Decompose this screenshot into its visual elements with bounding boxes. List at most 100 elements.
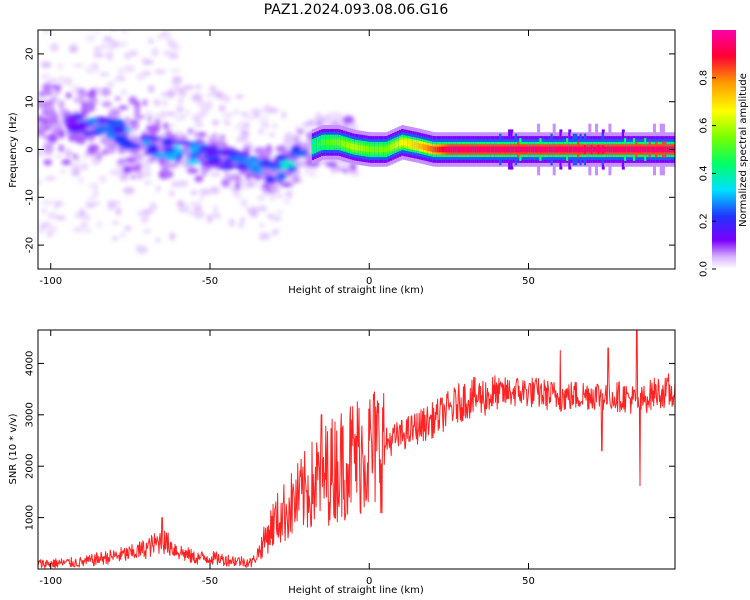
spectrogram-speckle [315, 112, 322, 122]
spectrogram-band-cell [327, 139, 331, 146]
spectrogram-speckle [116, 67, 126, 76]
snr-y-tick-label: 4000 [25, 351, 36, 376]
spectrogram-speckle [275, 210, 284, 215]
spectrogram-speckle [178, 99, 183, 103]
spectrogram-band-cell [412, 141, 416, 148]
spectrogram-x-tick-label: -50 [202, 276, 218, 287]
spectrogram-speckle [169, 232, 175, 241]
spectrogram-band-cell [666, 146, 670, 153]
spectrogram-blob [292, 176, 299, 183]
spectrogram-speckle [250, 108, 262, 114]
spectrogram-speckle [155, 237, 161, 243]
spectrogram-speckle [129, 50, 138, 57]
snr-y-tick-label: 3000 [25, 402, 36, 427]
spectrogram-band-cell [421, 143, 425, 150]
spectrogram-speckle [93, 52, 105, 58]
spectrogram-band-cell [586, 146, 590, 153]
spectrogram-ridge-highlight [286, 165, 298, 173]
spectrogram-speckle [268, 132, 276, 137]
spectrogram-band-cell [657, 146, 661, 153]
spectrogram-speckle [240, 112, 250, 116]
spectrogram-ridge-highlight [196, 148, 205, 153]
spectrogram-band-cell [360, 145, 364, 152]
spectrogram-speckle [237, 223, 245, 228]
spectrogram-blob [296, 128, 305, 135]
spectrogram-band-cell [334, 139, 338, 146]
spectrogram-blob [78, 89, 86, 95]
spectrogram-band-cell [416, 142, 420, 149]
spectrogram-band-cell [568, 146, 572, 153]
spectrogram-band-cell [532, 146, 536, 153]
spectrogram-band-cell [396, 141, 400, 148]
spectrogram-x-ticks: -100 -50 0 50 [39, 30, 535, 287]
spectrogram-y-ticks: -20 -10 0 10 20 [25, 48, 675, 253]
spectrogram-ridge-highlight [215, 164, 235, 169]
spectrogram-band-cell [356, 144, 360, 151]
spectrogram-speckle [233, 126, 242, 130]
spectrogram-blob [349, 163, 357, 172]
spectrogram-band-cell [619, 146, 623, 153]
snr-x-ticks: -100 -50 0 50 [39, 330, 535, 587]
colorbar-tick-label: 0.4 [699, 165, 710, 181]
spectrogram-blob [41, 83, 53, 90]
spectrogram-speckle [199, 194, 204, 203]
spectrogram-speckle [235, 137, 248, 143]
spectrogram-band-cell [441, 146, 445, 153]
spectrogram-speckle [257, 196, 265, 200]
spectrogram-blob [235, 180, 240, 191]
spectrogram-band-cell [543, 146, 547, 153]
spectrogram-blob [88, 102, 95, 113]
spectrogram-band-cell [503, 146, 507, 153]
spectrogram-speckle [93, 46, 102, 52]
spectrogram-band-cell [454, 146, 458, 153]
spectrogram-ridge-highlight [222, 158, 233, 164]
spectrogram-speckle [71, 12, 82, 17]
spectrogram-band-cell [505, 146, 509, 153]
spectrogram-blob [130, 164, 138, 171]
spectrogram-band-cell [639, 146, 643, 153]
spectrogram-blob [124, 157, 137, 164]
spectrogram-ridge-highlight [113, 134, 128, 144]
spectrogram-speckle [56, 76, 68, 85]
spectrogram-band-cell [325, 139, 329, 146]
spectrogram-speckle [46, 224, 57, 234]
spectrogram-ridge-highlight [70, 122, 88, 131]
spectrogram-ridge-highlight [190, 141, 199, 147]
spectrogram-speckle [121, 89, 127, 95]
spectrogram-y-tick-label: 10 [25, 95, 36, 108]
spectrogram-y-tick-label: -10 [25, 189, 36, 205]
spectrogram-speckle [234, 109, 239, 114]
spectrogram-band-cell [461, 146, 465, 153]
spectrogram-band-cell [381, 146, 385, 153]
spectrogram-speckle [243, 123, 250, 128]
spectrogram-speckle [111, 200, 122, 204]
spectrogram-band-cell [514, 146, 518, 153]
spectrogram-speckle [65, 19, 75, 27]
spectrogram-blob [134, 106, 141, 116]
spectrogram-speckle [235, 192, 242, 200]
spectrogram-speckle [204, 93, 217, 98]
spectrogram-band-cell [610, 146, 614, 153]
spectrogram-blob [43, 135, 49, 140]
spectrogram-speckle [209, 172, 222, 176]
spectrogram-band-cell [456, 146, 460, 153]
colorbar-ticks: 0.0 0.2 0.4 0.6 0.8 [699, 70, 716, 277]
spectrogram-band-cell [432, 146, 436, 153]
spectrogram-speckle [92, 30, 102, 34]
spectrogram-band-cell [661, 146, 665, 153]
spectrogram-speckle [257, 205, 268, 212]
spectrogram-speckle [207, 214, 213, 224]
spectrogram-band-cell [519, 146, 523, 153]
spectrogram-band-cell [443, 146, 447, 153]
spectrogram-band-cell [392, 143, 396, 150]
spectrogram-speckle [38, 227, 45, 234]
spectrogram-blob [58, 144, 65, 153]
spectrogram-speckle [222, 118, 228, 124]
spectrogram-speckle [240, 199, 248, 208]
spectrogram-blob [259, 173, 268, 178]
spectrogram-speckle [176, 105, 184, 113]
spectrogram-band-cell [336, 139, 340, 146]
spectrogram-speckle [108, 203, 116, 210]
spectrogram-band-cell [372, 146, 376, 153]
spectrogram-band-cell [345, 141, 349, 148]
